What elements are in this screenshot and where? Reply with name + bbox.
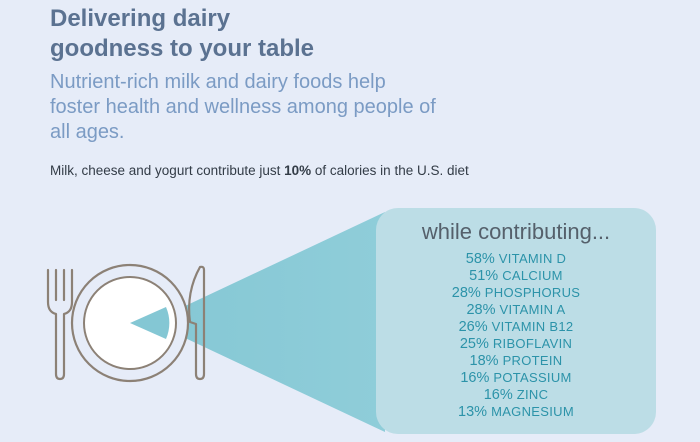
nutrient-row: 28% VITAMIN A (376, 301, 656, 318)
panel-heading: while contributing... (421, 219, 611, 244)
title-line: Delivering dairy (50, 5, 231, 32)
nutrient-percent: 18% (469, 353, 499, 369)
nutrient-name: POTASSIUM (493, 370, 572, 385)
knife-icon (188, 265, 206, 381)
nutrient-name: PROTEIN (502, 353, 563, 368)
nutrient-name: RIBOFLAVIN (492, 336, 573, 351)
nutrient-name: ZINC (516, 387, 549, 402)
nutrient-name: MAGNESIUM (491, 404, 574, 419)
nutrient-row: 16% ZINC (376, 386, 656, 403)
nutrient-row: 13% MAGNESIUM (376, 403, 656, 420)
calorie-percent: 10% (284, 163, 312, 178)
subtitle: Nutrient-rich milk and dairy foods help … (50, 70, 530, 145)
nutrient-percent: 28% (451, 285, 481, 301)
nutrient-percent: 16% (483, 387, 513, 403)
nutrient-name: VITAMIN B12 (491, 319, 574, 334)
nutrient-row: 16% POTASSIUM (376, 369, 656, 386)
nutrient-percent: 51% (469, 268, 499, 284)
calorie-note-after: of calories in the U.S. diet (311, 163, 469, 178)
nutrient-list: 58% VITAMIN D 51% CALCIUM 28% PHOSPHORUS 28… (376, 250, 656, 420)
subtitle-line: foster health and wellness among people … (50, 96, 436, 118)
nutrient-name: VITAMIN D (498, 251, 567, 266)
nutrient-name: PHOSPHORUS (484, 285, 581, 300)
calorie-note: Milk, cheese and yogurt contribute just … (50, 163, 469, 178)
nutrient-panel: while contributing... 58% VITAMIN D 51% CA… (376, 208, 656, 434)
nutrient-row: 26% VITAMIN B12 (376, 318, 656, 335)
title-line: goodness to your table (50, 35, 315, 62)
nutrient-name: CALCIUM (502, 268, 563, 283)
fork-icon (46, 268, 74, 381)
plate-icon (70, 263, 190, 383)
projection-beam (130, 212, 385, 432)
calorie-wedge (130, 307, 170, 339)
page-title: Delivering dairy goodness to your table (50, 4, 410, 64)
nutrient-percent: 26% (458, 319, 488, 335)
nutrient-row: 25% RIBOFLAVIN (376, 335, 656, 352)
nutrient-row: 51% CALCIUM (376, 267, 656, 284)
nutrient-row: 28% PHOSPHORUS (376, 284, 656, 301)
nutrient-percent: 16% (460, 370, 490, 386)
nutrient-percent: 13% (458, 404, 488, 420)
nutrient-name: VITAMIN A (499, 302, 566, 317)
subtitle-line: Nutrient-rich milk and dairy foods help (50, 71, 386, 93)
nutrient-percent: 25% (459, 336, 489, 352)
nutrient-percent: 28% (466, 302, 496, 318)
nutrient-row: 58% VITAMIN D (376, 250, 656, 267)
nutrient-percent: 58% (465, 251, 495, 267)
calorie-note-before: Milk, cheese and yogurt contribute just (50, 163, 285, 178)
subtitle-line: all ages. (50, 121, 125, 143)
nutrient-row: 18% PROTEIN (376, 352, 656, 369)
